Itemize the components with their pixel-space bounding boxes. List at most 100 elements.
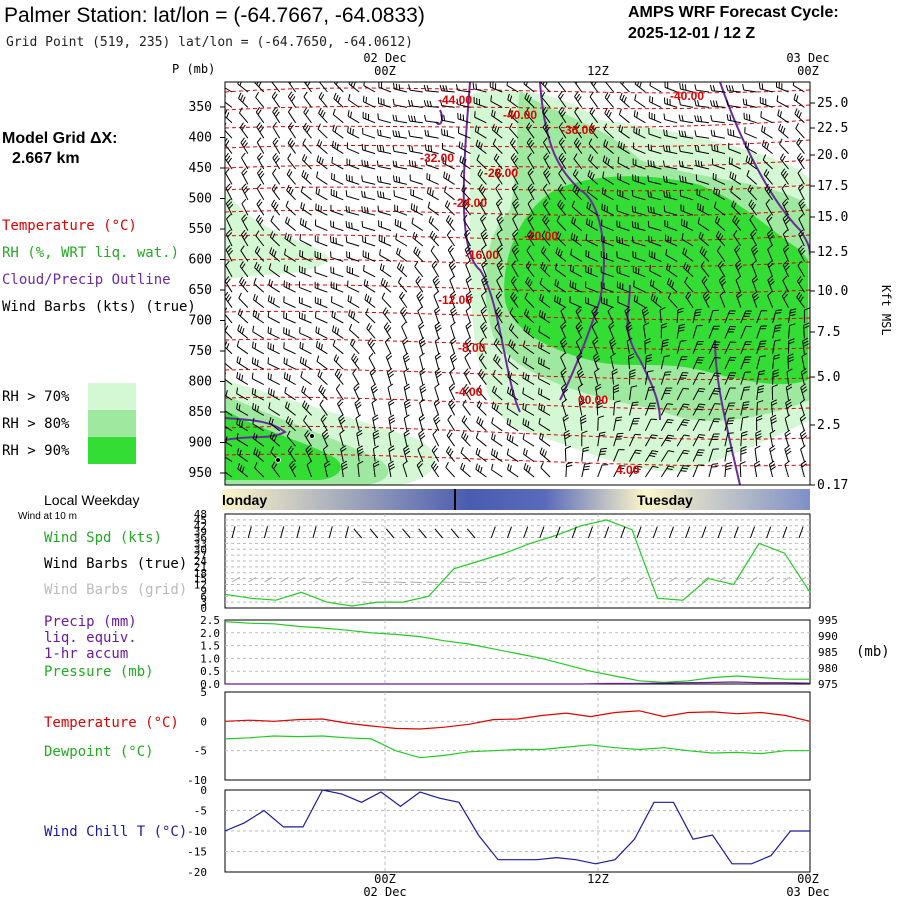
wind-barb-flag bbox=[697, 100, 700, 107]
wind-barb-flag bbox=[590, 156, 594, 163]
wind-barb-staff bbox=[331, 301, 344, 309]
wind-barb-staff bbox=[571, 222, 583, 231]
wind-barb bbox=[542, 137, 551, 154]
wind-barb-staff bbox=[271, 96, 281, 108]
wind-barb-flag bbox=[299, 234, 302, 241]
wind-barb-staff bbox=[644, 387, 650, 401]
wind-barb bbox=[333, 82, 344, 93]
wind-barb-staff bbox=[680, 150, 694, 155]
wind-barb bbox=[799, 398, 806, 416]
wind-barb-grid bbox=[312, 577, 322, 583]
wind-barb-flag bbox=[603, 139, 607, 146]
wind-barb-staff bbox=[252, 423, 265, 432]
wind-barb bbox=[588, 138, 599, 154]
wind-barb-flag bbox=[387, 370, 394, 376]
wind-barb bbox=[300, 185, 312, 201]
wind-barb bbox=[770, 414, 777, 431]
wind-barb-flag bbox=[787, 359, 794, 363]
wind-barb-staff bbox=[378, 150, 392, 155]
wind-barb-staff bbox=[734, 249, 742, 262]
y-tick: 2.5 bbox=[200, 614, 220, 627]
wind-barb-flag bbox=[284, 248, 287, 255]
wind-barb bbox=[648, 111, 662, 124]
wind-barb-flag bbox=[713, 144, 716, 152]
wind-barb-staff bbox=[618, 146, 630, 155]
wind-barb-flag bbox=[412, 231, 416, 238]
wind-barb-flag bbox=[699, 403, 706, 406]
wind-barb-staff bbox=[495, 203, 503, 216]
wind-barb-flag bbox=[563, 430, 570, 434]
y-tick: 0 bbox=[200, 715, 207, 728]
wind-barb-staff bbox=[712, 164, 726, 170]
wind-barb-staff bbox=[271, 82, 281, 93]
wind-barb bbox=[613, 416, 623, 431]
wind-barb-flag bbox=[345, 221, 348, 228]
wind-barb-staff bbox=[491, 469, 503, 478]
wind-barb-flag bbox=[303, 91, 308, 98]
wind-barb-flag bbox=[347, 126, 349, 133]
wind-barb-flag bbox=[357, 432, 363, 437]
wind-barb-flag bbox=[683, 465, 690, 467]
wind-barb-staff bbox=[523, 453, 535, 463]
wind-barb bbox=[798, 183, 805, 201]
wind-barb-staff bbox=[644, 418, 652, 432]
wind-barb-staff bbox=[512, 218, 519, 231]
wind-barb-flag bbox=[398, 176, 401, 183]
wind-barb-flag bbox=[287, 137, 292, 144]
wind-barb-staff bbox=[597, 433, 601, 447]
wind-barb-flag bbox=[511, 183, 517, 189]
wind-barb bbox=[332, 124, 344, 139]
wind-barb-flag bbox=[465, 260, 471, 266]
wind-barb bbox=[366, 322, 376, 339]
wind-barb-flag bbox=[273, 109, 279, 115]
wind-barb-flag bbox=[257, 168, 262, 174]
wind-barb-staff bbox=[254, 267, 265, 278]
isotherms bbox=[225, 87, 810, 467]
wind-barb bbox=[761, 139, 773, 154]
wind-barb bbox=[709, 84, 725, 93]
wind-barb-flag bbox=[402, 352, 409, 358]
wind-barb-flag bbox=[389, 417, 395, 422]
wind-barb-flag bbox=[271, 418, 274, 425]
wind-barb bbox=[731, 200, 742, 216]
wind-barb-staff bbox=[378, 211, 392, 216]
wind-barb-staff bbox=[387, 387, 392, 401]
wind-barb-flag bbox=[575, 82, 578, 85]
y-tick: 24 bbox=[194, 555, 208, 568]
wind-barb bbox=[315, 326, 328, 339]
wind-barb-flag bbox=[506, 448, 510, 455]
wind-barb-flag bbox=[384, 309, 389, 316]
wind-barb bbox=[430, 461, 440, 478]
wind-barb-flag bbox=[731, 200, 735, 207]
wind-barb-staff bbox=[225, 441, 233, 447]
wind-barb-flag bbox=[384, 337, 390, 343]
wind-barb bbox=[750, 244, 759, 262]
wind-barb-flag bbox=[368, 325, 372, 331]
wind-barb-staff bbox=[711, 90, 725, 93]
wind-barb bbox=[415, 276, 424, 293]
wind-barb-grid bbox=[507, 576, 515, 583]
wind-barb bbox=[632, 251, 646, 262]
wind-barb-staff bbox=[664, 134, 678, 139]
wind-barb-staff bbox=[509, 312, 519, 324]
wind-barb-flag bbox=[399, 264, 403, 271]
wind-barb-flag bbox=[697, 217, 701, 224]
wind-barb-staff bbox=[477, 174, 487, 185]
wind-barb-flag bbox=[782, 198, 788, 204]
wind-barb-flag bbox=[285, 200, 289, 207]
wind-barb bbox=[780, 168, 789, 185]
wind-barb-flag bbox=[322, 417, 327, 423]
wind-barb-flag bbox=[459, 99, 462, 106]
wind-barb-flag bbox=[578, 327, 584, 333]
wind-barb-flag bbox=[339, 429, 345, 435]
wind-barb-flag bbox=[384, 281, 388, 288]
wind-barb-flag bbox=[475, 447, 479, 454]
wind-barb bbox=[756, 400, 764, 416]
wind-barb-staff bbox=[339, 433, 344, 447]
wind-barb-flag bbox=[419, 324, 425, 330]
wind-barb-flag bbox=[480, 143, 483, 150]
wind-barb-staff bbox=[572, 174, 583, 185]
wind-barb bbox=[397, 276, 408, 293]
wind-barb bbox=[303, 82, 312, 93]
wind-barb bbox=[463, 229, 471, 247]
